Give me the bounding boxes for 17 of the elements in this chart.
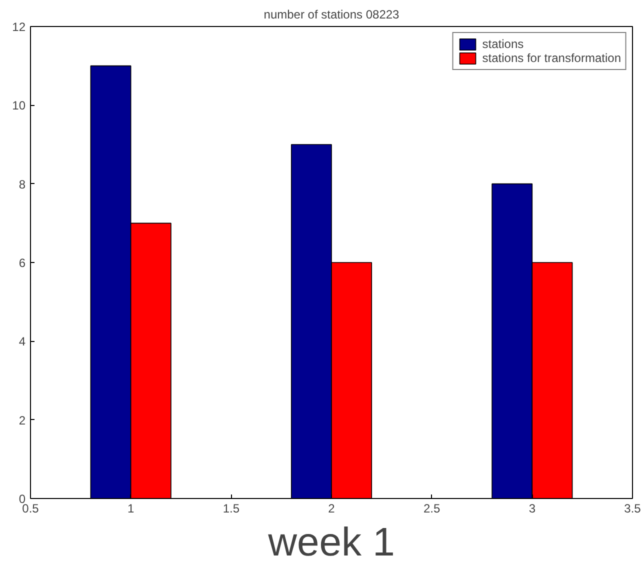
y-tick-label: 6 [18,256,26,270]
y-tick-label: 12 [12,20,26,34]
x-tick-label: 3 [528,502,536,516]
y-tick-label: 10 [12,98,26,113]
chart-title: number of stations 08223 [264,8,400,22]
legend-label: stations for transformation [482,51,621,65]
y-tick-label: 2 [18,413,26,428]
x-axis-title: week 1 [267,520,395,564]
legend-label: stations [482,37,524,51]
x-tick-label: 1 [127,502,134,516]
y-tick-label: 8 [18,177,26,192]
x-tick-label: 0.5 [22,502,40,516]
x-tick-label: 3.5 [624,502,641,516]
x-tick-label: 2.5 [423,502,440,516]
x-tick-label: 2 [328,502,336,516]
x-tick-label: 1.5 [222,502,240,516]
y-tick-label: 4 [18,334,26,349]
